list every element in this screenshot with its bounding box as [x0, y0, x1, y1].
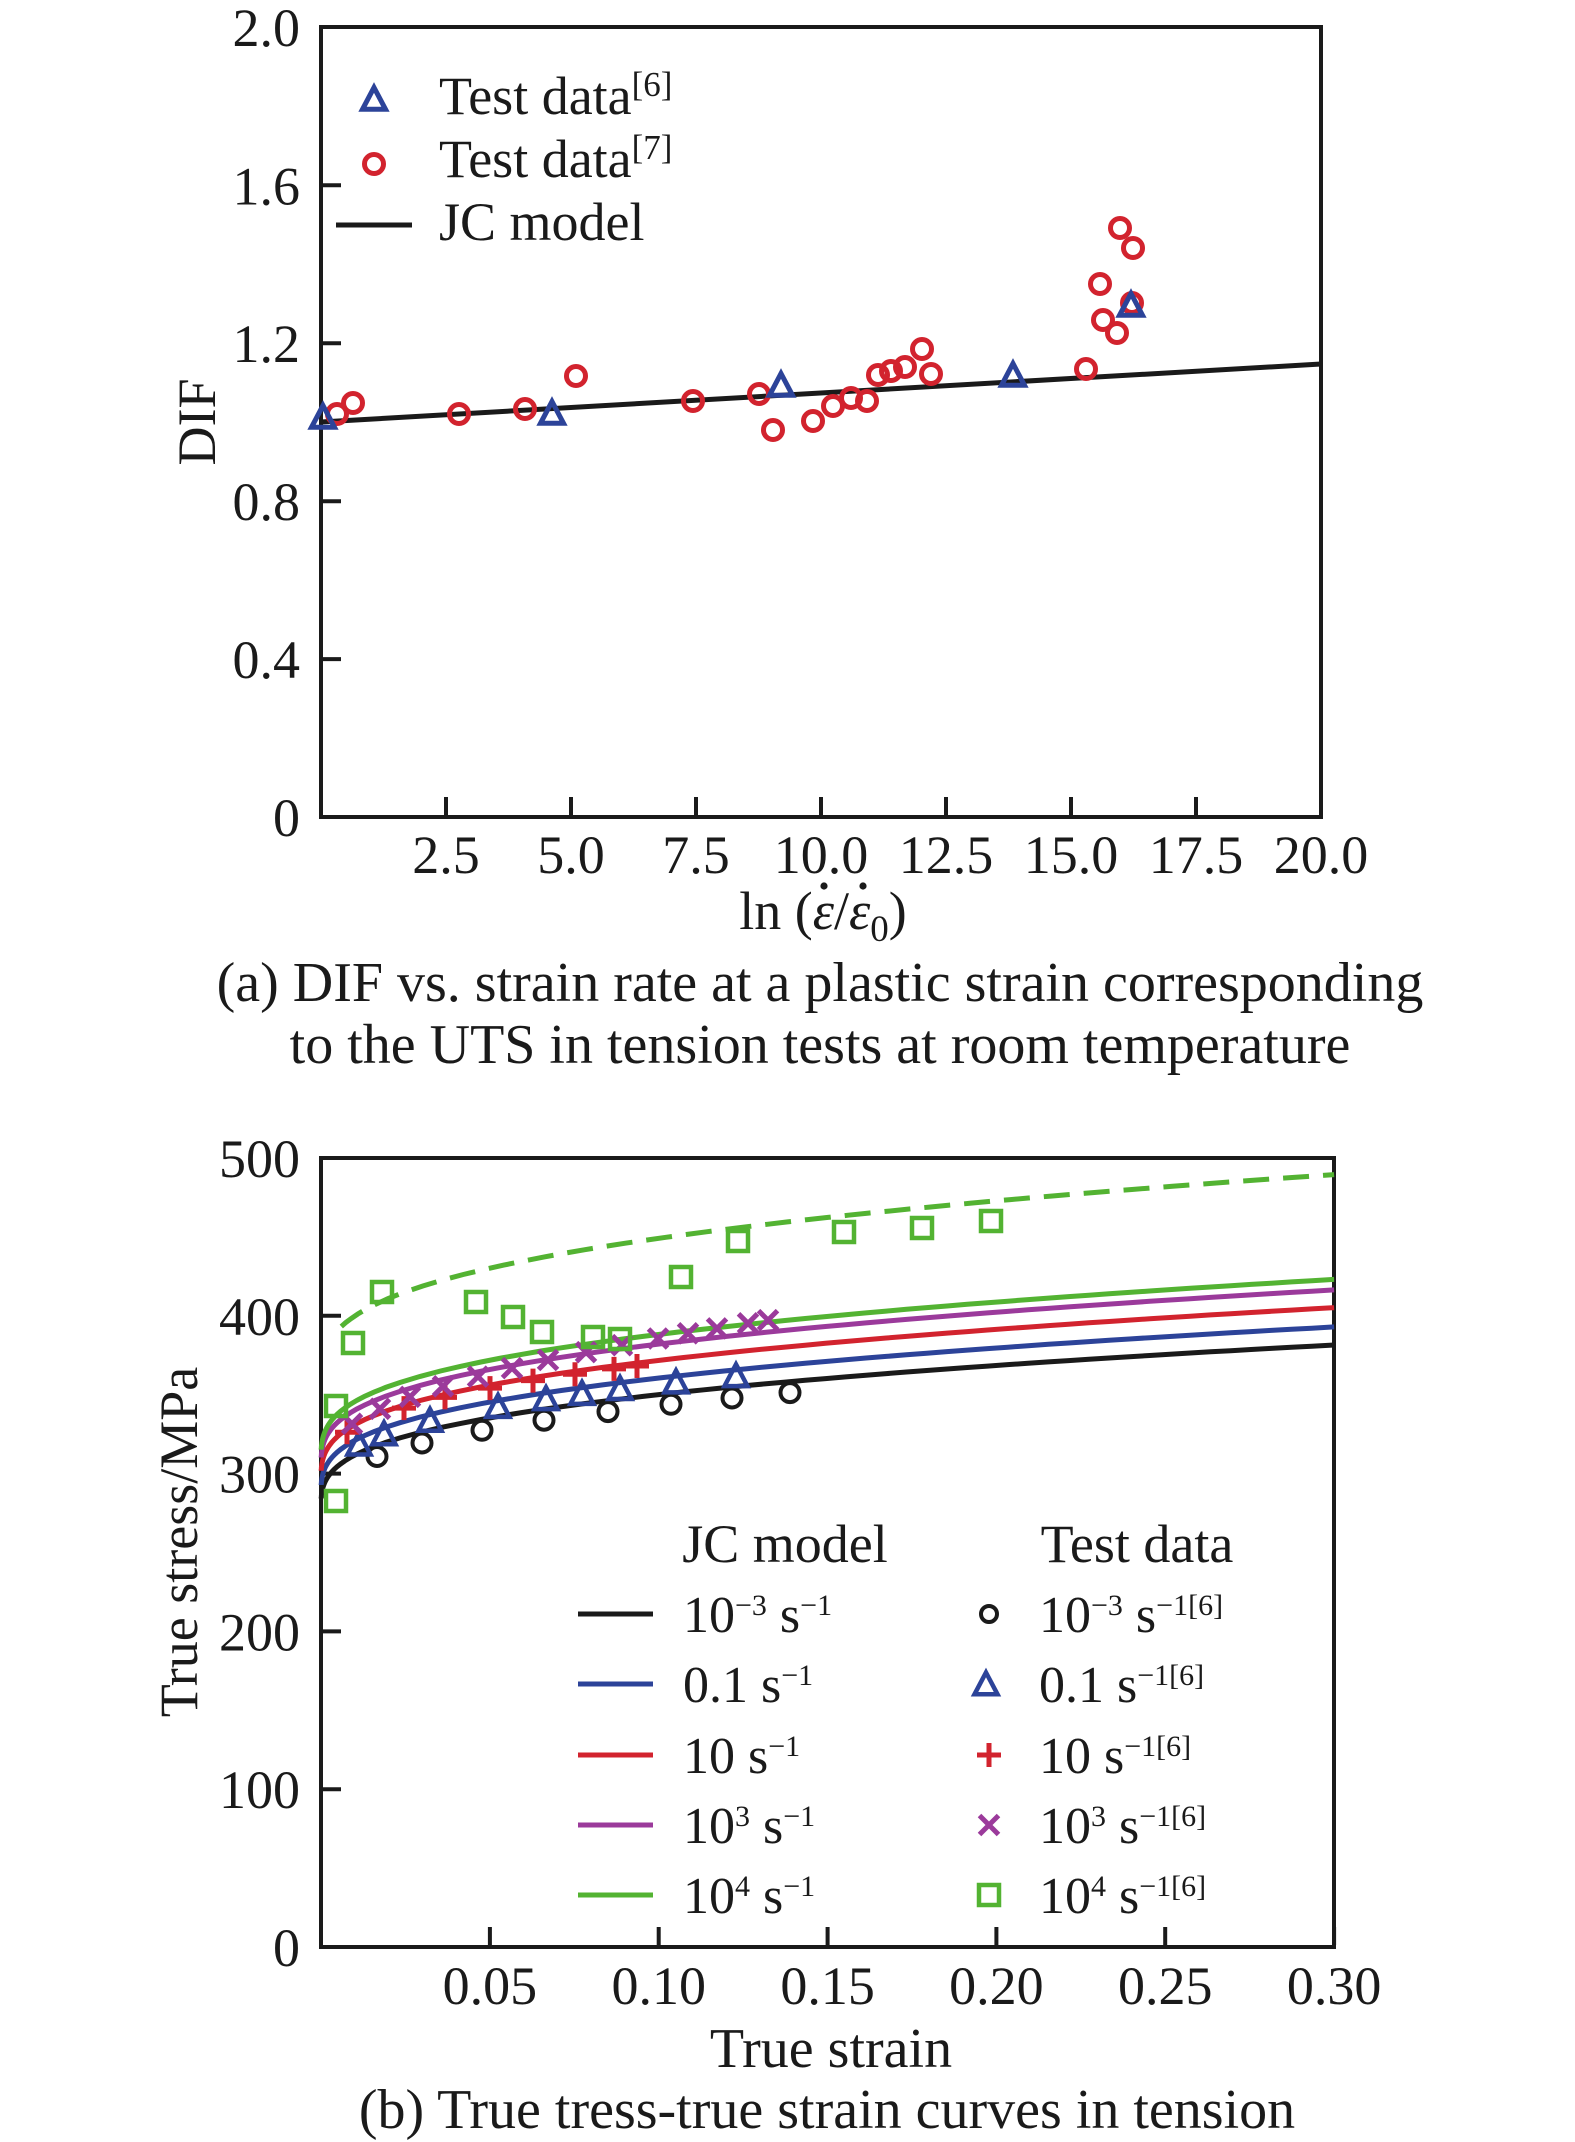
svg-text:JC model: JC model	[682, 1514, 888, 1574]
svg-text:(a) DIF vs. strain rate at a p: (a) DIF vs. strain rate at a plastic str…	[217, 952, 1424, 1014]
svg-text:15.0: 15.0	[1024, 825, 1119, 885]
svg-text:10.0: 10.0	[774, 825, 869, 885]
svg-text:JC model: JC model	[439, 192, 645, 252]
svg-text:2.5: 2.5	[412, 825, 480, 885]
svg-text:1.6: 1.6	[233, 156, 301, 216]
svg-text:100: 100	[219, 1760, 300, 1820]
svg-text:0.30: 0.30	[1287, 1956, 1382, 2016]
svg-text:104 s−1: 104 s−1	[683, 1868, 815, 1925]
svg-text:0.15: 0.15	[780, 1956, 875, 2016]
svg-text:0.25: 0.25	[1118, 1956, 1213, 2016]
svg-text:ln (ε/ε0): ln (ε/ε0)	[739, 881, 907, 950]
svg-text:400: 400	[219, 1287, 300, 1347]
svg-text:500: 500	[219, 1129, 300, 1189]
svg-text:0.4: 0.4	[233, 630, 301, 690]
svg-text:20.0: 20.0	[1274, 825, 1369, 885]
svg-text:103 s−1: 103 s−1	[683, 1798, 815, 1855]
svg-text:True stress/MPa: True stress/MPa	[149, 1367, 209, 1718]
svg-text:Test data: Test data	[1041, 1514, 1234, 1574]
svg-text:5.0: 5.0	[537, 825, 605, 885]
svg-text:DIF: DIF	[167, 378, 227, 465]
svg-text:0.10: 0.10	[611, 1956, 706, 2016]
svg-text:300: 300	[219, 1445, 300, 1505]
svg-text:0.05: 0.05	[443, 1956, 538, 2016]
svg-text:12.5: 12.5	[899, 825, 994, 885]
svg-text:103 s−1[6]: 103 s−1[6]	[1039, 1798, 1206, 1855]
svg-text:True strain: True strain	[710, 2018, 952, 2080]
svg-text:to the UTS in tension tests at: to the UTS in tension tests at room temp…	[290, 1014, 1351, 1076]
svg-text:(b) True tress-true strain cur: (b) True tress-true strain curves in ten…	[359, 2079, 1295, 2141]
svg-text:0: 0	[273, 1918, 300, 1978]
svg-text:0.8: 0.8	[233, 472, 301, 532]
svg-text:0.20: 0.20	[949, 1956, 1044, 2016]
svg-text:0: 0	[273, 788, 300, 848]
svg-text:2.0: 2.0	[233, 0, 301, 58]
svg-text:1.2: 1.2	[233, 314, 301, 374]
svg-text:7.5: 7.5	[662, 825, 730, 885]
svg-text:17.5: 17.5	[1149, 825, 1244, 885]
svg-text:200: 200	[219, 1602, 300, 1662]
